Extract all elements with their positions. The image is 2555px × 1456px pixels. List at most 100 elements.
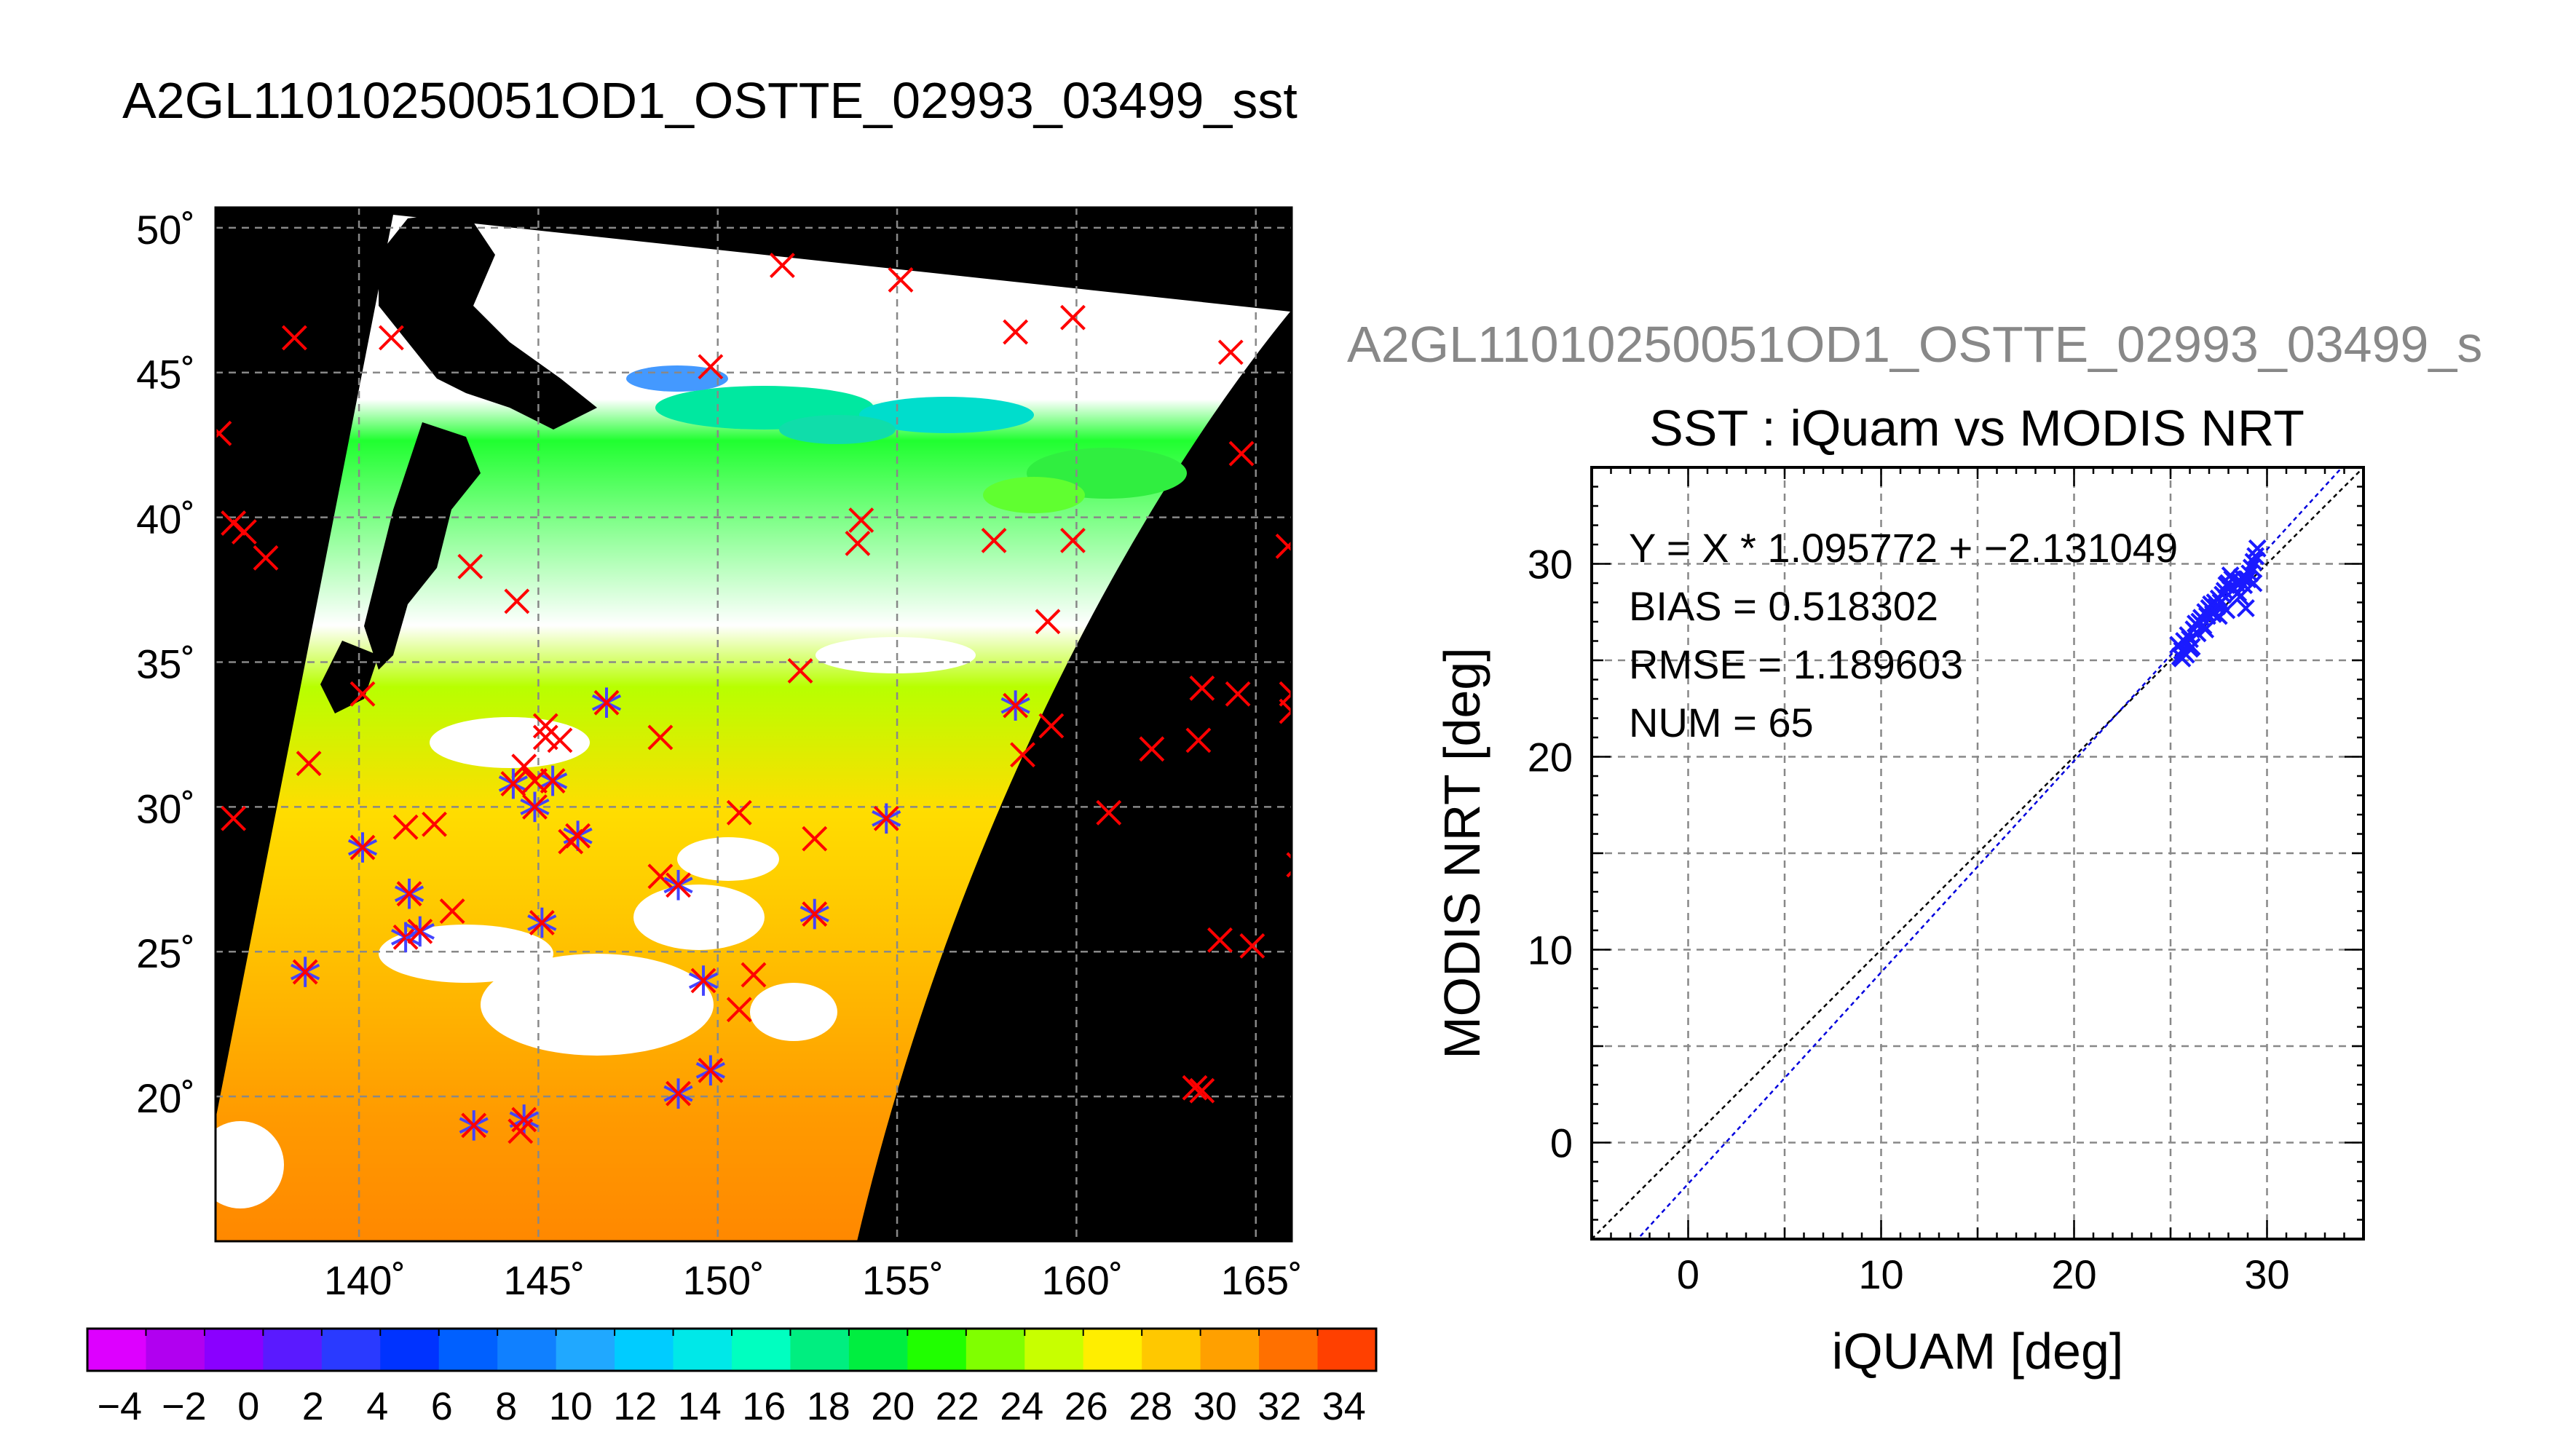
station-marker [1060, 528, 1086, 553]
lat-tick-label: 40˚ [136, 496, 195, 542]
scatter-y-tick-labels: 0 10 20 30 [1528, 542, 1573, 1166]
sst-map: 50˚ 45˚ 40˚ 35˚ 30˚ 25˚ 20˚ 140˚ 145˚ 150˚ 155˚ 16… [136, 206, 1303, 1303]
station-marker [439, 898, 465, 924]
station-marker [1217, 339, 1244, 365]
scatter-point [2248, 539, 2267, 558]
lon-tick-label: 155˚ [862, 1257, 944, 1303]
scatter-grid [1592, 467, 2364, 1239]
station-marker [221, 510, 247, 536]
colorbar-tick-label: 0 [237, 1385, 259, 1428]
colorbar-cell [732, 1329, 791, 1371]
station-marker [522, 768, 548, 794]
annotation-fit-equation: Y = X * 1.095772 + −2.131049 [1629, 525, 2178, 571]
station-marker [802, 826, 828, 852]
station-marker [558, 828, 584, 855]
station-marker [1239, 933, 1265, 959]
station-marker [1189, 1077, 1215, 1104]
map-frame [214, 206, 1293, 1243]
station-marker [221, 805, 247, 831]
colorbar-tick-label: 6 [431, 1385, 453, 1428]
scatter-point [2244, 574, 2263, 593]
station-marker [216, 420, 232, 446]
matched-station-marker [872, 803, 901, 834]
station-marker [378, 325, 404, 351]
matched-station-marker [520, 791, 550, 823]
station-marker [845, 530, 871, 556]
lon-tick-label: 160˚ [1041, 1257, 1123, 1303]
station-marker [1182, 1075, 1208, 1101]
scatter-points [2169, 539, 2267, 668]
annotation-rmse: RMSE = 1.189603 [1629, 641, 1963, 687]
station-marker [698, 354, 724, 380]
colorbar-cell [1317, 1329, 1377, 1371]
colorbar-cell [673, 1329, 732, 1371]
colorbar-cell [146, 1329, 205, 1371]
matched-station-marker [527, 907, 557, 938]
station-marker [1096, 799, 1122, 826]
scatter-x-tick-label: 0 [1677, 1251, 1699, 1297]
lat-tick-label: 20˚ [136, 1075, 195, 1121]
scatter-y-tick-label: 10 [1528, 927, 1573, 973]
station-marker [726, 799, 752, 826]
lon-tick-label: 165˚ [1221, 1257, 1303, 1303]
scatter-point [2230, 587, 2249, 606]
scatter-supertitle: A2GL11010250051OD1_OSTTE_02993_03499_s [1347, 316, 2482, 373]
matched-station-marker [1000, 690, 1030, 721]
lon-tick-label: 140˚ [324, 1257, 406, 1303]
land-japan [320, 211, 597, 713]
station-marker [1035, 609, 1061, 635]
colorbar-cell [1200, 1329, 1260, 1371]
lon-tick-label: 145˚ [503, 1257, 585, 1303]
colorbar-cell [321, 1329, 381, 1371]
station-marker [1139, 736, 1165, 762]
matched-station-marker [498, 768, 529, 799]
matched-station-marker [591, 687, 622, 718]
station-marker [231, 519, 257, 545]
lat-tick-label: 25˚ [136, 930, 195, 976]
colorbar-tick-label: 14 [678, 1385, 722, 1428]
station-marker [1189, 675, 1215, 701]
scatter-point [2244, 553, 2263, 571]
colorbar-cell [790, 1329, 850, 1371]
colorbar-cell [87, 1329, 147, 1371]
scatter-y-tick-label: 20 [1528, 735, 1573, 780]
station-marker [1225, 681, 1251, 707]
matched-station-marker [663, 1078, 693, 1109]
matched-station-marker [459, 1110, 489, 1141]
lat-axis-labels: 50˚ 45˚ 40˚ 35˚ 30˚ 25˚ 20˚ [136, 207, 195, 1121]
station-marker [647, 863, 674, 890]
station-marker [253, 545, 279, 571]
station-marker [504, 588, 530, 614]
colorbar-cell [965, 1329, 1025, 1371]
matched-station-marker [291, 957, 320, 987]
colorbar-tick-label: 4 [366, 1385, 388, 1428]
lat-tick-label: 35˚ [136, 641, 195, 687]
station-marker [296, 751, 322, 777]
scatter-y-label: MODIS NRT [deg] [1434, 647, 1490, 1059]
colorbar-tick-labels: −4 −2 0 2 4 6 8 10 12 14 16 18 20 22 24 26 28 30 32 34 [97, 1385, 1365, 1428]
colorbar-tick-label: 24 [1000, 1385, 1043, 1428]
station-marker [281, 325, 307, 351]
matched-station-marker [688, 965, 719, 996]
one-to-one-line [1592, 467, 2364, 1239]
colorbar-cells [87, 1329, 1377, 1371]
station-marker [647, 724, 674, 751]
lat-tick-label: 50˚ [136, 207, 195, 253]
colorbar-tick-label: 30 [1193, 1385, 1237, 1428]
scatter-frame [1590, 466, 2365, 1241]
colorbar-cell [1083, 1329, 1142, 1371]
matched-station-marker [347, 832, 378, 863]
cloud-patches [216, 637, 976, 1208]
colorbar-cell [438, 1329, 498, 1371]
scatter-x-tick-label: 30 [2244, 1251, 2289, 1297]
map-markers [216, 253, 1292, 1144]
colorbar-cell [1024, 1329, 1084, 1371]
station-marker [350, 681, 376, 707]
scatter-title: SST : iQuam vs MODIS NRT [1649, 400, 2305, 456]
station-marker [981, 528, 1007, 553]
scatter-x-tick-label: 10 [1858, 1251, 1903, 1297]
matched-station-marker [405, 916, 435, 947]
station-marker [1228, 440, 1255, 467]
matched-station-marker [538, 765, 568, 796]
